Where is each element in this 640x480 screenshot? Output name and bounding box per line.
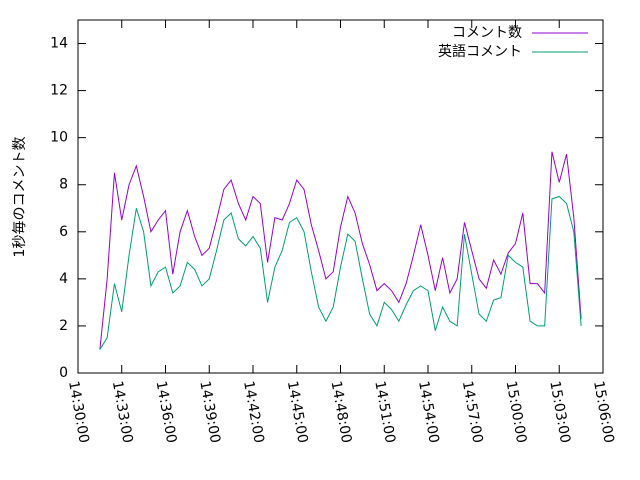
x-tick-label: 15:00:00 <box>503 380 530 445</box>
series-line <box>99 151 582 350</box>
x-tick-label: 14:51:00 <box>371 380 398 445</box>
y-tick-label: 8 <box>59 177 68 193</box>
x-tick-label: 14:42:00 <box>240 380 267 445</box>
y-tick-label: 14 <box>50 36 68 52</box>
legend-label: 英語コメント <box>438 43 522 60</box>
x-tick-label: 15:03:00 <box>546 380 573 445</box>
y-tick-label: 6 <box>59 224 68 240</box>
x-tick-label: 14:48:00 <box>328 380 355 445</box>
x-tick-label: 14:36:00 <box>153 380 180 445</box>
legend-label: コメント数 <box>452 25 522 41</box>
y-tick-label: 12 <box>50 83 68 99</box>
x-tick-label: 15:06:00 <box>590 380 617 445</box>
y-tick-label: 0 <box>59 365 68 381</box>
x-tick-label: 14:33:00 <box>109 380 136 445</box>
x-tick-label: 14:45:00 <box>284 380 311 445</box>
x-tick-label: 14:39:00 <box>196 380 223 445</box>
y-axis-label: 1秒毎のコメント数 <box>12 137 28 258</box>
series-line <box>99 195 582 350</box>
x-tick-label: 14:30:00 <box>65 380 92 445</box>
y-tick-label: 10 <box>50 130 68 146</box>
y-tick-label: 2 <box>59 318 68 334</box>
y-tick-label: 4 <box>59 271 68 287</box>
x-tick-label: 14:54:00 <box>415 380 442 445</box>
x-tick-label: 14:57:00 <box>459 380 486 445</box>
plot-frame <box>77 19 604 374</box>
